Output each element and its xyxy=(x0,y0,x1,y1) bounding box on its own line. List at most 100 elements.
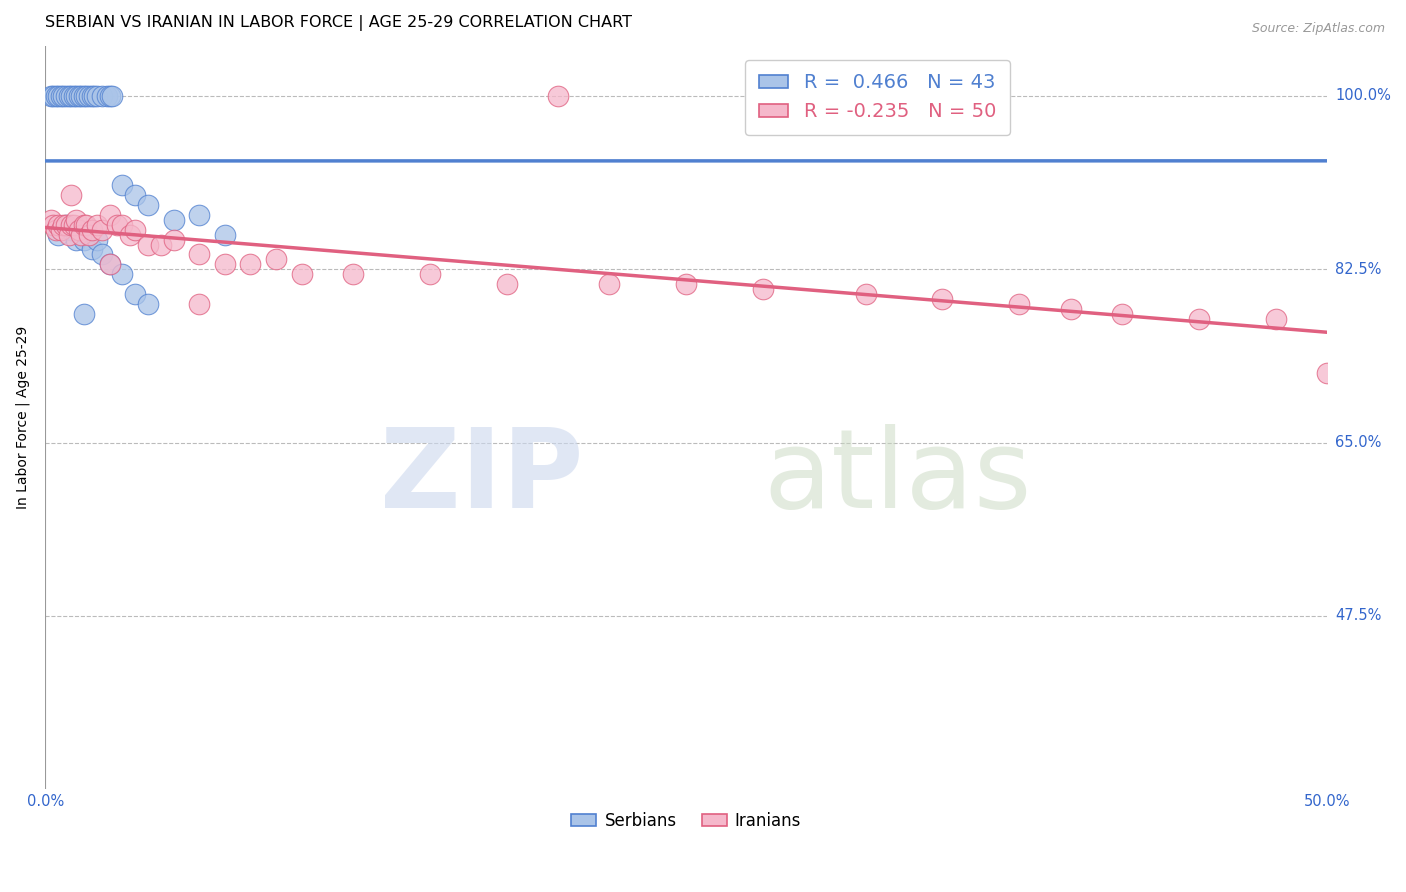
Point xyxy=(58,89,80,103)
Point xyxy=(547,89,569,103)
Text: 82.5%: 82.5% xyxy=(1336,261,1382,277)
Point xyxy=(90,222,112,236)
Point xyxy=(55,218,77,232)
Point xyxy=(1111,307,1133,321)
Point xyxy=(124,222,146,236)
Point xyxy=(55,89,77,103)
Point xyxy=(60,89,83,103)
Point xyxy=(105,218,128,232)
Point xyxy=(49,89,72,103)
Point xyxy=(55,218,77,232)
Point xyxy=(58,227,80,242)
Point xyxy=(675,277,697,292)
Point xyxy=(111,218,134,232)
Point xyxy=(86,89,108,103)
Point xyxy=(67,89,90,103)
Point xyxy=(70,89,93,103)
Point xyxy=(86,233,108,247)
Point xyxy=(46,89,69,103)
Point xyxy=(239,257,262,271)
Point xyxy=(52,89,75,103)
Point xyxy=(80,243,103,257)
Point xyxy=(49,222,72,236)
Point xyxy=(90,89,112,103)
Point xyxy=(342,267,364,281)
Point xyxy=(39,212,62,227)
Point xyxy=(1059,301,1081,316)
Point xyxy=(111,178,134,193)
Point xyxy=(67,222,90,236)
Text: 65.0%: 65.0% xyxy=(1336,435,1382,450)
Point xyxy=(62,89,84,103)
Text: 47.5%: 47.5% xyxy=(1336,608,1382,624)
Point xyxy=(45,222,67,236)
Point xyxy=(98,89,121,103)
Point xyxy=(77,89,100,103)
Point xyxy=(188,297,211,311)
Point xyxy=(76,89,98,103)
Point xyxy=(752,282,775,296)
Point xyxy=(931,292,953,306)
Point xyxy=(111,267,134,281)
Point xyxy=(73,89,96,103)
Point xyxy=(70,227,93,242)
Text: 100.0%: 100.0% xyxy=(1336,88,1391,103)
Point xyxy=(495,277,517,292)
Point xyxy=(45,89,67,103)
Point xyxy=(77,227,100,242)
Point xyxy=(124,188,146,202)
Point xyxy=(62,218,84,232)
Point xyxy=(65,233,87,247)
Point xyxy=(855,287,877,301)
Point xyxy=(65,89,87,103)
Point xyxy=(60,188,83,202)
Point xyxy=(931,89,953,103)
Point xyxy=(136,297,159,311)
Point xyxy=(46,218,69,232)
Point xyxy=(76,218,98,232)
Point xyxy=(60,218,83,232)
Point xyxy=(73,218,96,232)
Point xyxy=(149,237,172,252)
Legend: Serbians, Iranians: Serbians, Iranians xyxy=(564,805,808,837)
Point xyxy=(39,89,62,103)
Text: Source: ZipAtlas.com: Source: ZipAtlas.com xyxy=(1251,22,1385,36)
Point xyxy=(188,247,211,261)
Point xyxy=(291,267,314,281)
Point xyxy=(46,227,69,242)
Point xyxy=(65,212,87,227)
Point xyxy=(162,212,184,227)
Point xyxy=(136,237,159,252)
Point xyxy=(101,89,124,103)
Y-axis label: In Labor Force | Age 25-29: In Labor Force | Age 25-29 xyxy=(15,326,30,509)
Point xyxy=(42,218,65,232)
Point xyxy=(1316,366,1339,380)
Point xyxy=(188,208,211,222)
Point xyxy=(90,247,112,261)
Text: atlas: atlas xyxy=(763,424,1032,531)
Point xyxy=(80,89,103,103)
Point xyxy=(419,267,441,281)
Point xyxy=(98,208,121,222)
Point xyxy=(124,287,146,301)
Point xyxy=(162,233,184,247)
Point xyxy=(1008,297,1031,311)
Point xyxy=(52,218,75,232)
Point xyxy=(80,222,103,236)
Point xyxy=(73,233,96,247)
Point xyxy=(264,252,287,267)
Point xyxy=(136,198,159,212)
Point xyxy=(214,227,236,242)
Point xyxy=(60,222,83,236)
Point xyxy=(598,277,620,292)
Point xyxy=(86,218,108,232)
Text: SERBIAN VS IRANIAN IN LABOR FORCE | AGE 25-29 CORRELATION CHART: SERBIAN VS IRANIAN IN LABOR FORCE | AGE … xyxy=(45,15,633,31)
Point xyxy=(1264,311,1286,326)
Point xyxy=(42,89,65,103)
Point xyxy=(83,89,105,103)
Point xyxy=(96,89,118,103)
Point xyxy=(118,227,141,242)
Point xyxy=(98,257,121,271)
Point xyxy=(73,307,96,321)
Text: ZIP: ZIP xyxy=(380,424,583,531)
